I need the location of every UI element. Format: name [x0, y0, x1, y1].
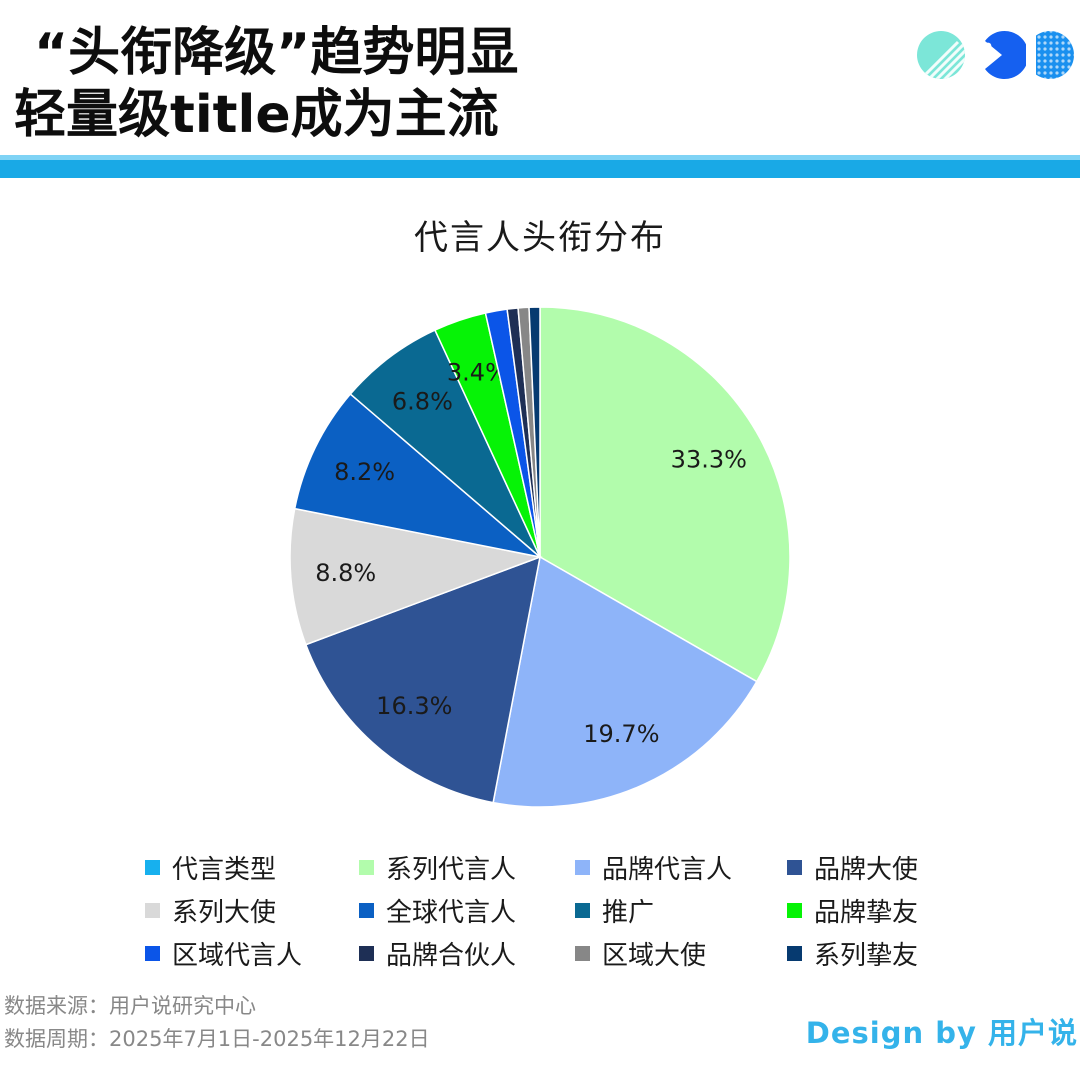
header-divider-highlight — [0, 155, 1080, 160]
legend-item: 品牌挚友 — [787, 890, 995, 930]
slice-label: 19.7% — [583, 720, 659, 748]
data-period-note: 数据周期：2025年7月1日-2025年12月22日 — [4, 1027, 430, 1051]
pie-slice — [289, 507, 543, 646]
legend-label: 系列大使 — [172, 897, 277, 928]
legend-swatch-icon — [145, 945, 160, 961]
legend-swatch-icon — [359, 859, 374, 875]
footer-notes: 数据来源：用户说研究中心 数据周期：2025年7月1日-2025年12月22日 — [4, 990, 430, 1056]
brand-logo-icon — [917, 31, 1074, 79]
legend-item: 系列挚友 — [787, 933, 995, 973]
data-source-note: 数据来源：用户说研究中心 — [4, 994, 256, 1018]
legend-label: 品牌合伙人 — [386, 940, 517, 971]
legend-swatch-icon — [575, 945, 590, 961]
legend-swatch-icon — [359, 945, 374, 961]
pie-slice — [293, 392, 543, 559]
legend-swatch-icon — [145, 902, 160, 918]
legend-label: 品牌挚友 — [814, 897, 919, 928]
chart-title: 代言人头衔分布 — [414, 218, 666, 258]
legend-swatch-icon — [575, 859, 590, 875]
page-title: “头衔降级”趋势明显 轻量级title成为主流 — [14, 22, 894, 146]
legend-item: 代言类型 — [145, 847, 359, 887]
legend-label: 代言类型 — [172, 854, 277, 885]
legend-label: 区域大使 — [602, 940, 707, 971]
pie-slice — [539, 306, 791, 683]
legend-swatch-icon — [787, 945, 802, 961]
pie-slice — [528, 306, 541, 558]
legend-item: 全球代言人 — [359, 890, 575, 930]
legend-item: 推广 — [575, 890, 787, 930]
legend-label: 品牌大使 — [814, 854, 919, 885]
legend-item: 品牌合伙人 — [359, 933, 575, 973]
slice-label: 16.3% — [376, 692, 452, 720]
legend-item: 系列大使 — [145, 890, 359, 930]
legend-item: 区域代言人 — [145, 933, 359, 973]
chart-legend: 代言类型 系列代言人 品牌代言人 品牌大使系列大使 全球代言人 推广 品牌挚友区域代言人 品牌… — [145, 847, 995, 973]
legend-label: 推广 — [602, 897, 655, 928]
legend-label: 全球代言人 — [386, 897, 517, 928]
legend-label: 系列代言人 — [386, 854, 517, 885]
legend-item: 区域大使 — [575, 933, 787, 973]
design-credit: Design by 用户说 — [805, 1016, 1078, 1050]
legend-swatch-icon — [787, 902, 802, 918]
legend-swatch-icon — [575, 902, 590, 918]
slice-label: 8.2% — [334, 458, 395, 486]
pie-slice — [492, 555, 758, 808]
pie-slice — [349, 329, 541, 558]
legend-item: 品牌大使 — [787, 847, 995, 887]
legend-label: 品牌代言人 — [602, 854, 733, 885]
legend-label: 系列挚友 — [814, 940, 919, 971]
slice-label: 33.3% — [671, 445, 747, 473]
legend-item: 系列代言人 — [359, 847, 575, 887]
legend-item: 品牌代言人 — [575, 847, 787, 887]
page-title-line-2: 轻量级title成为主流 — [14, 85, 499, 145]
pie-slice — [304, 555, 541, 804]
slice-label: 8.8% — [315, 559, 376, 587]
page-title-line-1: “头衔降级”趋势明显 — [34, 23, 519, 83]
legend-label: 区域代言人 — [172, 940, 303, 971]
legend-swatch-icon — [359, 902, 374, 918]
slice-label: 6.8% — [392, 387, 453, 415]
header-divider — [0, 155, 1080, 178]
legend-swatch-icon — [145, 859, 160, 875]
legend-swatch-icon — [787, 859, 802, 875]
